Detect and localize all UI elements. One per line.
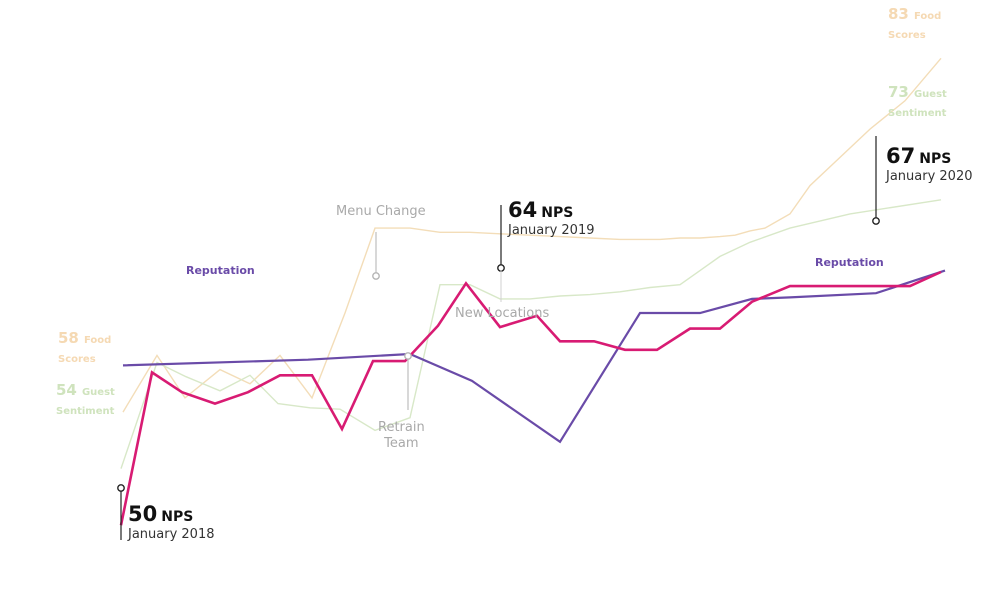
nps-value-2018: 50 — [128, 502, 158, 526]
guest-sentiment-start-text1: Guest — [81, 387, 115, 398]
event-new-locations: New Locations — [455, 306, 550, 321]
guest-sentiment-start-label: 54 Guest Sentiment — [56, 380, 115, 418]
nps-marker-2018 — [117, 484, 125, 492]
food-scores-end-text2: Scores — [888, 30, 926, 41]
series-line-nps — [119, 270, 942, 526]
nps-annotation-2020: 67 NPS January 2020 — [886, 144, 973, 184]
nps-date-2018: January 2018 — [128, 527, 215, 542]
guest-sentiment-start-value: 54 — [56, 381, 77, 399]
reputation-label-right: Reputation — [815, 256, 884, 269]
food-scores-start-value: 58 — [58, 329, 79, 347]
nps-annotation-2018: 50 NPS January 2018 — [128, 502, 215, 542]
nps-value-2019: 64 — [508, 198, 538, 222]
event-marker-menu-change — [372, 272, 380, 280]
food-scores-end-text1: Food — [913, 11, 942, 22]
guest-sentiment-end-text2: Sentiment — [888, 108, 947, 119]
nps-annotation-2019: 64 NPS January 2019 — [508, 198, 595, 238]
guest-sentiment-end-label: 73 Guest Sentiment — [888, 82, 947, 120]
nps-unit-2018: NPS — [161, 509, 194, 525]
reputation-label-left: Reputation — [186, 264, 255, 277]
nps-unit-2020: NPS — [919, 151, 952, 167]
event-marker-retrain-team — [404, 352, 412, 360]
food-scores-end-label: 83 Food Scores — [888, 4, 941, 42]
nps-date-2020: January 2020 — [886, 169, 973, 184]
food-scores-start-label: 58 Food Scores — [58, 328, 111, 366]
nps-unit-2019: NPS — [541, 205, 574, 221]
food-scores-end-value: 83 — [888, 5, 909, 23]
annotation-leaders — [117, 136, 880, 540]
nps-marker-2020 — [872, 217, 880, 225]
guest-sentiment-start-text2: Sentiment — [56, 406, 115, 417]
food-scores-start-text2: Scores — [58, 354, 96, 365]
nps-date-2019: January 2019 — [508, 223, 595, 238]
series-line-reputation — [122, 269, 946, 444]
guest-sentiment-end-value: 73 — [888, 83, 909, 101]
series-line-guest-sentiment — [120, 199, 942, 469]
food-scores-start-text1: Food — [83, 335, 112, 346]
event-menu-change: Menu Change — [336, 204, 426, 219]
guest-sentiment-end-text1: Guest — [913, 89, 947, 100]
event-retrain-team: Retrain Team — [378, 420, 425, 451]
nps-value-2020: 67 — [886, 144, 916, 168]
series-line-food-scores — [122, 57, 942, 413]
series-lines — [119, 57, 946, 526]
